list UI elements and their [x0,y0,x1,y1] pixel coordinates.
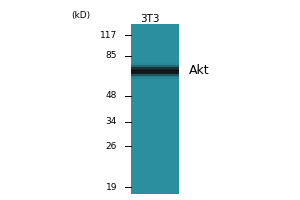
Text: 34: 34 [106,117,117,127]
Bar [130,68,178,69]
Text: (kD): (kD) [71,11,90,20]
Text: 19: 19 [106,182,117,192]
Bar [130,66,178,67]
Bar [130,62,178,63]
Bar [130,67,178,68]
Bar [130,72,178,73]
Text: 26: 26 [106,142,117,151]
Text: 117: 117 [100,30,117,40]
Bar [130,75,178,76]
Text: 48: 48 [106,92,117,100]
Bar [130,65,178,66]
Bar [130,70,178,71]
Text: Akt: Akt [189,64,210,77]
Bar [130,78,178,79]
Bar [130,76,178,77]
Text: 3T3: 3T3 [140,14,160,24]
Bar [130,74,178,75]
Bar [130,67,178,68]
Bar [130,64,178,65]
Bar [130,78,178,79]
Bar [130,72,178,73]
Bar [130,73,178,74]
Bar [130,70,178,71]
Bar [130,73,178,74]
Bar [130,77,178,78]
Bar [130,71,178,72]
Bar [130,65,178,66]
Bar [130,75,178,76]
Bar [130,63,178,64]
Bar [130,24,178,194]
Bar [130,64,178,65]
Text: 85: 85 [106,51,117,60]
Bar [130,69,178,70]
